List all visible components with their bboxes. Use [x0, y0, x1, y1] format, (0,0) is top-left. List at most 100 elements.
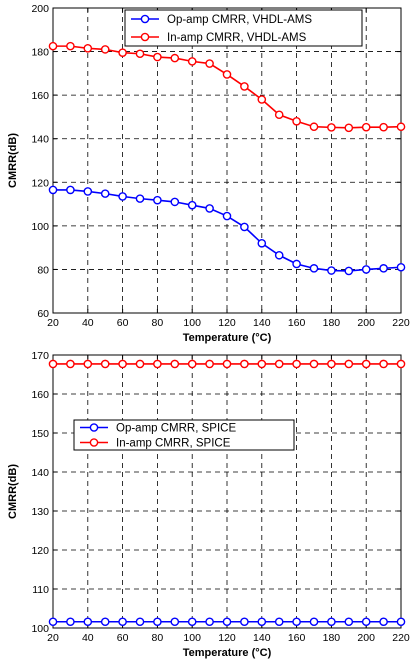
data-point [258, 360, 265, 367]
data-point [276, 618, 283, 625]
x-tick-label: 200 [357, 317, 375, 329]
data-point [171, 360, 178, 367]
y-tick-label: 130 [31, 506, 49, 518]
data-point [223, 360, 230, 367]
legend-swatch-marker [141, 33, 148, 40]
data-point [258, 240, 265, 247]
legend-label: Op-amp CMRR, SPICE [116, 423, 236, 435]
data-point [345, 267, 352, 274]
data-point [397, 360, 404, 367]
data-point [223, 71, 230, 78]
legend: Op-amp CMRR, VHDL-AMS In-amp CMRR, VHDL-A… [125, 10, 362, 46]
x-tick-label: 140 [253, 317, 271, 329]
data-point [154, 618, 161, 625]
y-tick-label: 100 [31, 221, 49, 233]
data-point [241, 618, 248, 625]
data-point [154, 197, 161, 204]
chart-2: 20 40 60 80 100 120 140 160 180 200 220 100 110 120 13… [7, 350, 410, 659]
x-tick-label: 40 [82, 632, 94, 644]
data-point [328, 267, 335, 274]
legend-label: In-amp CMRR, SPICE [116, 438, 231, 450]
y-tick-label: 140 [31, 467, 49, 479]
data-point [171, 618, 178, 625]
data-point [49, 43, 56, 50]
data-point [241, 223, 248, 230]
y-tick-label: 140 [31, 134, 49, 146]
y-tick-label: 60 [37, 308, 49, 320]
data-point [241, 83, 248, 90]
data-point [345, 124, 352, 131]
y-tick-label: 120 [31, 177, 49, 189]
data-point [84, 45, 91, 52]
data-point [206, 205, 213, 212]
x-tick-label: 220 [392, 632, 410, 644]
x-tick-label: 120 [218, 317, 236, 329]
data-point [328, 618, 335, 625]
data-point [189, 202, 196, 209]
data-point [310, 360, 317, 367]
data-point [189, 360, 196, 367]
data-point [363, 360, 370, 367]
data-point [67, 186, 74, 193]
data-point [67, 360, 74, 367]
data-point [49, 618, 56, 625]
data-point [380, 618, 387, 625]
data-point [293, 260, 300, 267]
data-point [363, 266, 370, 273]
x-tick-label: 140 [253, 632, 271, 644]
data-point [310, 618, 317, 625]
y-tick-label: 100 [31, 623, 49, 635]
data-point [328, 360, 335, 367]
y-tick-label: 160 [31, 389, 49, 401]
data-point [328, 124, 335, 131]
data-point [380, 265, 387, 272]
data-point [276, 111, 283, 118]
x-tick-label: 200 [357, 632, 375, 644]
y-axis-label: CMRR(dB) [7, 133, 19, 188]
data-point [119, 360, 126, 367]
data-point [397, 618, 404, 625]
data-point [241, 360, 248, 367]
y-tick-label: 180 [31, 47, 49, 59]
legend: Op-amp CMRR, SPICE In-amp CMRR, SPICE [74, 420, 294, 450]
series-line-1 [53, 190, 401, 271]
data-point [310, 123, 317, 130]
data-point [102, 618, 109, 625]
data-point [363, 124, 370, 131]
data-point [136, 50, 143, 57]
data-point [206, 360, 213, 367]
legend-label: Op-amp CMRR, VHDL-AMS [167, 14, 312, 26]
data-point [136, 360, 143, 367]
data-point [293, 360, 300, 367]
x-tick-label: 100 [183, 632, 201, 644]
legend-swatch-marker [141, 15, 148, 22]
data-point [154, 53, 161, 60]
x-axis-label: Temperature (°C) [183, 332, 272, 344]
y-tick-label: 110 [32, 584, 49, 596]
legend-label: In-amp CMRR, VHDL-AMS [167, 32, 307, 44]
data-point [84, 360, 91, 367]
data-point [206, 618, 213, 625]
data-point [293, 118, 300, 125]
data-point [276, 360, 283, 367]
data-point [189, 618, 196, 625]
y-tick-label: 150 [31, 428, 49, 440]
data-point [258, 96, 265, 103]
y-tick-label: 170 [31, 350, 49, 362]
x-tick-label: 180 [323, 317, 341, 329]
data-point [397, 123, 404, 130]
data-point [345, 360, 352, 367]
x-tick-label: 60 [117, 317, 129, 329]
x-tick-label: 40 [82, 317, 94, 329]
data-point [84, 188, 91, 195]
x-tick-label: 80 [152, 317, 164, 329]
x-tick-label: 160 [288, 317, 306, 329]
x-tick-label: 80 [152, 632, 164, 644]
data-point [171, 198, 178, 205]
data-point [397, 264, 404, 271]
y-tick-label: 200 [31, 3, 49, 15]
x-tick-label: 180 [323, 632, 341, 644]
data-point [102, 190, 109, 197]
x-tick-label: 100 [183, 317, 201, 329]
